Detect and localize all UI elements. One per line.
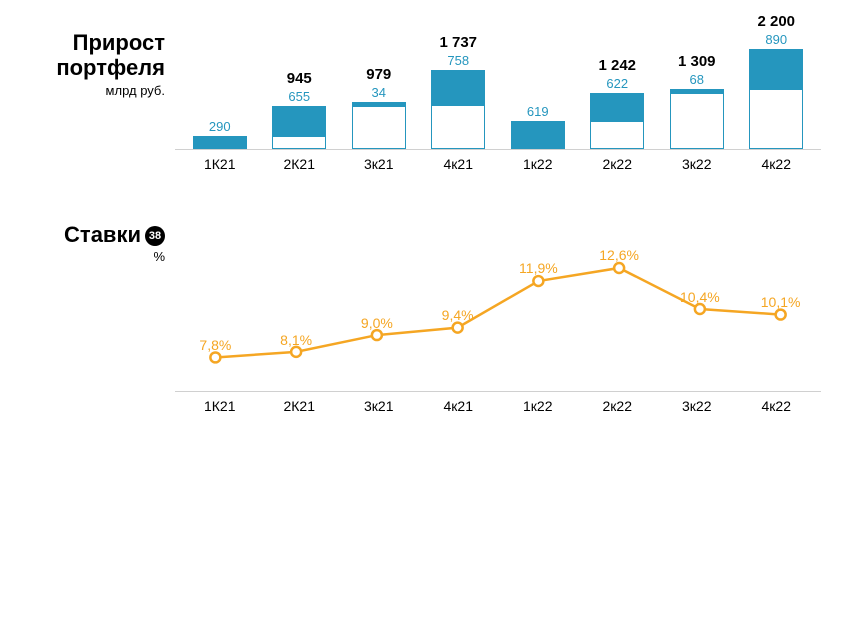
bar-x-label: 2К21	[260, 156, 340, 172]
bar-column: 97934	[339, 66, 419, 149]
line-x-label: 3к22	[657, 398, 737, 414]
rates-value-label: 10,4%	[680, 289, 720, 305]
bar-x-label: 1к22	[498, 156, 578, 172]
line-x-label: 1к22	[498, 398, 578, 414]
rates-value-label: 10,1%	[761, 294, 801, 310]
bar-filled-label: 655	[288, 89, 310, 104]
bar-total-label: 945	[287, 70, 312, 87]
bar-chart-title-block: Прирост портфеля млрд руб.	[40, 30, 175, 98]
bar-total-label: 979	[366, 66, 391, 83]
bar-x-label: 1К21	[180, 156, 260, 172]
line-path-svg	[175, 222, 821, 391]
bar-segment-filled	[431, 70, 485, 104]
bar-segment-outline	[749, 89, 803, 149]
bar-column: 619	[498, 104, 578, 149]
bar-column: 1 242 622	[578, 57, 658, 149]
rates-value-label: 12,6%	[599, 247, 639, 263]
rates-value-label: 9,0%	[361, 315, 393, 331]
line-x-label: 4к22	[737, 398, 817, 414]
line-chart-unit: %	[40, 249, 165, 264]
bar-stack	[590, 93, 644, 149]
bar-filled-label: 619	[527, 104, 549, 119]
footnote-badge: 38	[145, 226, 165, 246]
rates-marker	[614, 263, 624, 273]
bar-stack	[272, 106, 326, 149]
line-chart: 7,8% 8,1% 9,0% 9,4% 11,9% 12,6% 10,4% 10,1% 1К2…	[175, 222, 821, 414]
line-x-label: 1К21	[180, 398, 260, 414]
bar-segment-filled	[590, 93, 644, 121]
line-x-label: 3к21	[339, 398, 419, 414]
rates-value-label: 8,1%	[280, 332, 312, 348]
bar-segment-outline	[590, 121, 644, 149]
bar-column: 2 200 890	[737, 13, 817, 149]
line-chart-title-block: Ставки38 %	[40, 222, 175, 264]
bar-stack	[193, 136, 247, 149]
line-x-label: 4к21	[419, 398, 499, 414]
line-x-label: 2к22	[578, 398, 658, 414]
rates-marker	[453, 323, 463, 333]
bar-filled-label: 68	[690, 72, 704, 87]
bar-total-label: 1 309	[678, 53, 716, 70]
portfolio-growth-section: Прирост портфеля млрд руб. 2909456559793…	[40, 30, 821, 172]
bar-x-label: 3к21	[339, 156, 419, 172]
bar-segment-outline	[272, 136, 326, 149]
bar-x-label: 4к21	[419, 156, 499, 172]
rates-marker	[695, 304, 705, 314]
rates-marker	[372, 330, 382, 340]
bar-filled-label: 622	[606, 76, 628, 91]
bar-total-label: 1 737	[439, 34, 477, 51]
bar-chart-title: Прирост портфеля	[40, 30, 165, 81]
bar-x-label: 3к22	[657, 156, 737, 172]
bar-stack	[670, 89, 724, 149]
bar-x-label: 4к22	[737, 156, 817, 172]
bar-stack	[431, 70, 485, 149]
bar-segment-filled	[511, 121, 565, 149]
rates-marker	[533, 276, 543, 286]
bar-filled-label: 890	[765, 32, 787, 47]
bar-segment-filled	[272, 106, 326, 136]
bar-stack	[749, 49, 803, 149]
bar-filled-label: 290	[209, 119, 231, 134]
rates-marker	[291, 347, 301, 357]
bar-total-label: 1 242	[598, 57, 636, 74]
rates-marker	[776, 310, 786, 320]
bar-column: 945655	[260, 70, 340, 149]
line-chart-title: Ставки38	[40, 222, 165, 247]
bar-filled-label: 758	[447, 53, 469, 68]
bar-segment-outline	[670, 93, 724, 149]
bar-segment-filled	[193, 136, 247, 149]
rates-value-label: 9,4%	[442, 307, 474, 323]
bar-total-label: 2 200	[757, 13, 795, 30]
bar-segment-outline	[431, 105, 485, 149]
bar-segment-filled	[749, 49, 803, 89]
rates-value-label: 7,8%	[199, 337, 231, 353]
rates-section: Ставки38 % 7,8% 8,1% 9,0% 9,4% 11,9% 12,6% 10,…	[40, 222, 821, 414]
bar-stack	[511, 121, 565, 149]
bar-stack	[352, 102, 406, 149]
bar-chart: 290945655979341 7377586191 2426221 30968…	[175, 30, 821, 172]
bar-x-label: 2к22	[578, 156, 658, 172]
rates-value-label: 11,9%	[519, 261, 558, 277]
rates-marker	[210, 352, 220, 362]
bar-column: 290	[180, 119, 260, 149]
bar-chart-unit: млрд руб.	[40, 83, 165, 98]
bar-column: 1 309 68	[657, 53, 737, 149]
bar-segment-outline	[352, 106, 406, 149]
bar-filled-label: 34	[372, 85, 386, 100]
bar-column: 1 737 758	[419, 34, 499, 149]
line-x-label: 2К21	[260, 398, 340, 414]
